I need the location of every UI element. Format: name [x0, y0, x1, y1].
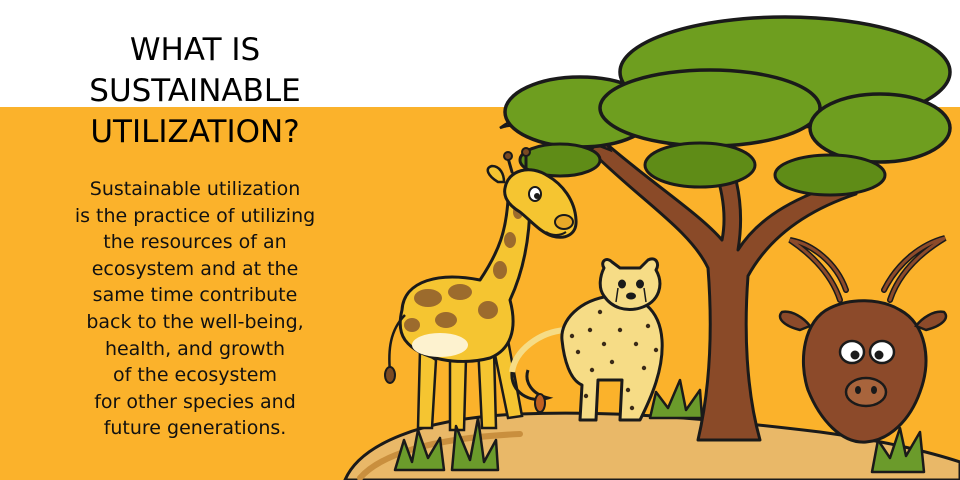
- title-line: UTILIZATION?: [90, 114, 300, 150]
- cheetah-icon: [509, 257, 664, 422]
- description-line: for other species and: [94, 390, 296, 413]
- description-line: the resources of an: [103, 231, 287, 254]
- description-line: of the ecosystem: [112, 364, 278, 387]
- kudu-icon: [778, 235, 948, 444]
- description-text: Sustainable utilization is the practice …: [15, 176, 375, 442]
- title-line: WHAT IS: [129, 32, 261, 68]
- page-title: WHAT IS SUSTAINABLE UTILIZATION?: [20, 30, 370, 153]
- grass-tuft-icon: [393, 378, 926, 474]
- description-line: Sustainable utilization: [89, 178, 301, 200]
- description-line: future generations.: [103, 417, 287, 440]
- description-line: health, and growth: [104, 337, 286, 360]
- giraffe-icon: [384, 147, 578, 432]
- description-line: is the practice of utilizing: [74, 204, 316, 227]
- description-line: ecosystem and at the: [91, 257, 299, 280]
- description-line: same time contribute: [92, 284, 298, 307]
- acacia-tree-icon: [499, 15, 952, 442]
- description-line: back to the well-being,: [86, 310, 304, 333]
- title-line: SUSTAINABLE: [89, 73, 301, 109]
- text-panel: WHAT IS SUSTAINABLE UTILIZATION? Sustain…: [0, 0, 390, 480]
